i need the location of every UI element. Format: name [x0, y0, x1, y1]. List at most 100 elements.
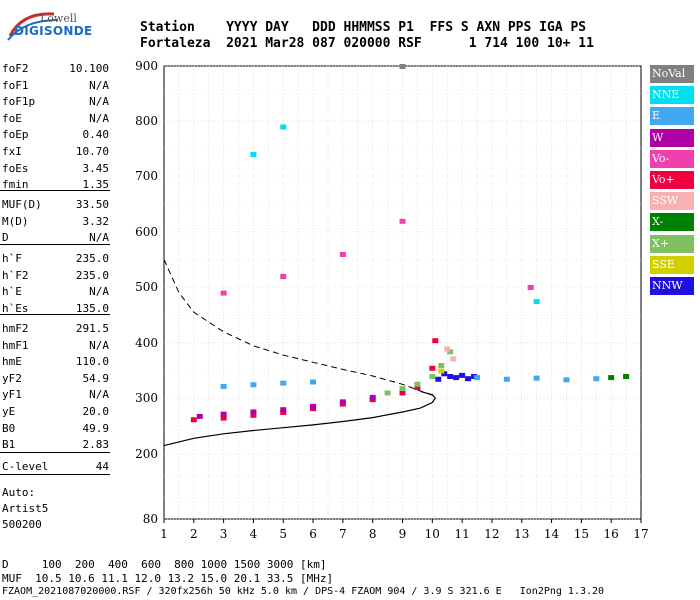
param-row: h`Es 135.0 — [2, 302, 109, 316]
x-tick-label: 17 — [633, 527, 648, 541]
param-name: h`E — [2, 285, 22, 299]
param-name: yF2 — [2, 371, 22, 385]
param-value: 33.50 — [75, 198, 109, 211]
legend-item-w: W — [650, 128, 694, 147]
data-point-nne — [250, 152, 257, 157]
param-name: foE — [2, 111, 22, 125]
x-tick-label: 4 — [250, 527, 258, 541]
param-value: 54.9 — [82, 371, 110, 385]
clevel-value: 44 — [95, 460, 109, 473]
y-tick-label: 500 — [135, 280, 158, 294]
param-row: fxI 10.70 — [2, 145, 109, 159]
data-point-e — [250, 382, 257, 388]
param-name: B1 — [2, 438, 16, 452]
x-tick-label: 8 — [369, 527, 377, 541]
param-row: yF1 N/A — [2, 388, 109, 402]
param-name: hmF1 — [2, 338, 29, 352]
data-point-x — [429, 374, 436, 379]
data-point-vo — [432, 338, 439, 344]
d-distance-row: D 100 200 400 600 800 1000 1500 3000 [km… — [2, 558, 327, 571]
data-point-vo — [399, 390, 406, 396]
param-name: foEs — [2, 161, 29, 175]
data-point-e — [593, 376, 600, 382]
data-point-nnw — [465, 376, 472, 382]
param-row: foF2 10.100 — [2, 62, 109, 76]
data-point-e — [220, 383, 227, 389]
y-tick-label: 400 — [135, 336, 158, 350]
y-tick-label: 200 — [135, 447, 158, 461]
param-name: yF1 — [2, 388, 22, 402]
param-value: 110.0 — [75, 355, 109, 369]
data-point-vo — [190, 417, 197, 423]
y-tick-label: 800 — [135, 114, 158, 128]
param-row: MUF(D) 33.50 — [2, 198, 109, 212]
data-point-e — [474, 375, 481, 381]
legend-item-x: X- — [650, 213, 694, 232]
data-point-w — [220, 411, 227, 417]
header-row2: Fortaleza 2021 Mar28 087 020000 RSF 1 71… — [140, 36, 594, 51]
x-tick-label: 13 — [514, 527, 529, 541]
param-name: h`F2 — [2, 268, 29, 282]
param-name: foF2 — [2, 62, 29, 75]
param-row: foF1 N/A — [2, 79, 109, 93]
data-point-w — [339, 399, 346, 405]
x-tick-label: 5 — [279, 527, 287, 541]
panel-separator — [0, 474, 110, 475]
lowell-digisonde-logo: Lowell DIGISONDE — [2, 6, 142, 46]
logo-line2: DIGISONDE — [14, 24, 93, 38]
param-row: foF1p N/A — [2, 95, 109, 109]
param-name: foF1p — [2, 95, 36, 109]
legend-item-ssw: SSW — [650, 192, 694, 211]
param-row: h`F 235.0 — [2, 252, 109, 266]
param-name: foF1 — [2, 78, 29, 92]
auto-line-1: Auto: — [2, 486, 36, 499]
muf-row: MUF 10.5 10.6 11.1 12.0 13.2 15.0 20.1 3… — [2, 572, 334, 585]
data-point-vo — [339, 252, 346, 257]
param-row: hmE 110.0 — [2, 355, 109, 369]
param-value: 10.70 — [75, 145, 109, 158]
data-point-w — [280, 407, 287, 413]
data-point-x — [438, 363, 445, 368]
param-value: 3.45 — [82, 161, 110, 175]
param-value: N/A — [89, 231, 109, 245]
x-tick-label: 15 — [574, 527, 589, 541]
param-name: MUF(D) — [2, 198, 42, 211]
param-row: M(D) 3.32 — [2, 215, 109, 229]
x-tick-label: 3 — [220, 527, 228, 541]
data-point-nnw — [447, 374, 454, 379]
x-tick-label: 14 — [544, 527, 560, 541]
param-row: fmin 1.35 — [2, 178, 109, 192]
param-name: fxI — [2, 145, 22, 158]
file-info-row: FZAOM_2021087020000.RSF / 320fx256h 50 k… — [2, 586, 605, 597]
param-row: hmF1 N/A — [2, 339, 109, 353]
data-point-nnw — [453, 375, 460, 381]
x-tick-label: 12 — [484, 527, 499, 541]
legend-item-sse: SSE — [650, 255, 694, 274]
param-row: foE N/A — [2, 112, 109, 126]
param-value: 10.100 — [69, 62, 109, 75]
data-point-vo — [280, 274, 287, 279]
data-point-nne — [280, 124, 287, 130]
x-tick-label: 7 — [339, 527, 347, 541]
y-tick-label: 600 — [135, 225, 158, 239]
data-point-vo — [250, 412, 257, 418]
data-point-vo — [429, 365, 436, 371]
y-tick-label: 700 — [135, 169, 158, 183]
data-point-vo — [527, 285, 534, 290]
data-point-noval — [399, 64, 406, 69]
plot-frame — [163, 65, 642, 520]
clevel-row: C-level 44 — [2, 460, 109, 474]
data-point-vo — [414, 385, 421, 390]
param-row: foEp 0.40 — [2, 128, 109, 142]
x-tick-label: 16 — [604, 527, 619, 541]
header-row1: Station YYYY DAY DDD HHMMSS P1 FFS S AXN… — [140, 20, 587, 35]
param-name: D — [2, 231, 9, 245]
data-point-e — [533, 375, 540, 381]
data-point-x — [414, 381, 421, 387]
legend-item-nne: NNE — [650, 86, 694, 105]
x-tick-label: 6 — [309, 527, 317, 541]
data-point-ssw — [450, 356, 457, 362]
data-point-w — [310, 403, 317, 409]
param-value: 0.40 — [82, 128, 110, 142]
param-value: N/A — [89, 111, 109, 125]
